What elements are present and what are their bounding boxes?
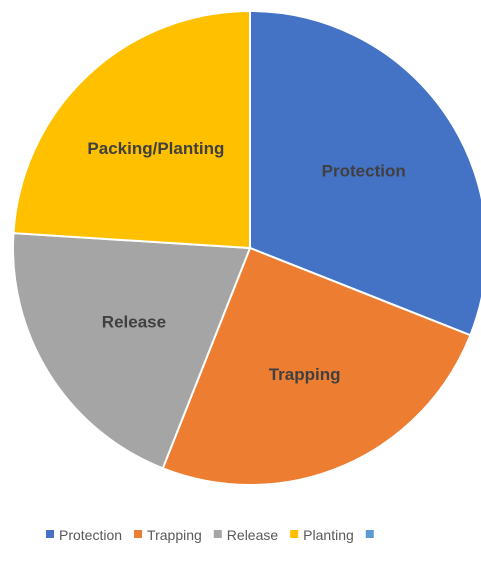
legend-swatch [134, 530, 143, 538]
pie-slice-release [12, 232, 252, 470]
pie-slices [12, 9, 481, 486]
pie-slice-protection [249, 9, 481, 337]
legend-label: Protection [59, 527, 122, 543]
legend-swatch [213, 530, 222, 538]
slice-labels: Protection Trapping Release Packing/Plantin… [87, 139, 405, 384]
legend-label: Planting [303, 527, 354, 543]
slice-label: Packing/Planting [87, 139, 224, 158]
legend-label: Release [227, 527, 279, 543]
legend-swatch [46, 530, 54, 538]
legend: Protection Trapping Release Planting [46, 527, 374, 543]
pie-slice-trapping [161, 246, 472, 486]
slice-label: Release [102, 313, 166, 332]
legend-swatch [290, 530, 299, 538]
pie-slice-packing-planting [12, 9, 251, 250]
slice-label: Protection [322, 162, 406, 181]
slice-label: Trapping [269, 365, 341, 384]
legend-label: Trapping [147, 527, 202, 543]
legend-swatch [365, 530, 374, 538]
